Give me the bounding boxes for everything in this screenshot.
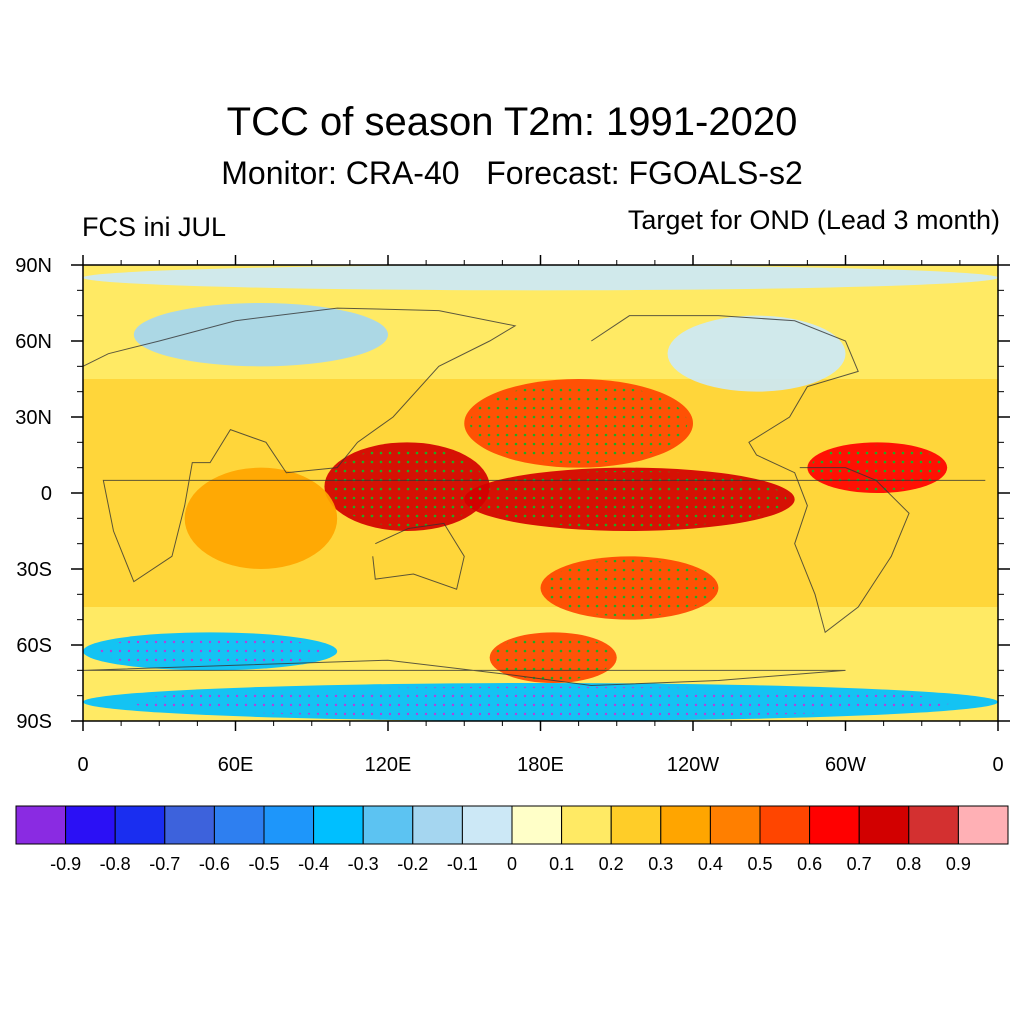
colorbar-swatch	[908, 805, 959, 845]
x-tick-label: 0	[77, 754, 88, 776]
colorbar-swatch	[213, 805, 265, 845]
coastline	[83, 307, 986, 583]
colorbar-swatch	[412, 805, 463, 845]
colorbar-label: 0.6	[797, 854, 822, 874]
y-tick-label: 30N	[15, 407, 52, 429]
coastline	[372, 522, 465, 590]
significance-dots	[544, 559, 714, 617]
colorbar-label: 0.8	[896, 854, 921, 874]
colorbar-label: 0.9	[946, 854, 971, 874]
chart-subtitle: Monitor: CRA-40 Forecast: FGOALS-s2	[221, 155, 803, 191]
map-plot-area	[83, 265, 998, 721]
significance-dots	[472, 470, 787, 528]
significance-dots-negative	[128, 686, 953, 718]
y-tick-label: 90S	[16, 711, 52, 733]
colorbar-label: -0.5	[248, 854, 279, 874]
colorbar-swatch	[858, 805, 910, 845]
colorbar-label: -0.9	[50, 854, 81, 874]
significance-dots	[810, 444, 944, 491]
region-indian-ocean	[184, 467, 338, 569]
colorbar-label: 0.2	[599, 854, 624, 874]
significance-dots	[492, 634, 614, 681]
x-tick-label: 0	[992, 754, 1003, 776]
colorbar-swatch	[957, 805, 1009, 845]
colorbar-label: -0.2	[397, 854, 428, 874]
y-tick-label: 0	[41, 483, 52, 505]
colorbar-swatch	[362, 805, 414, 845]
colorbar-swatch	[263, 805, 315, 845]
coastline	[83, 659, 846, 687]
chart-title: TCC of season T2m: 1991-2020	[226, 100, 798, 144]
colorbar-swatch	[660, 805, 711, 845]
colorbar-swatch	[15, 805, 67, 845]
colorbar-label: -0.1	[447, 854, 478, 874]
colorbar-label: -0.3	[348, 854, 379, 874]
region-north-america	[667, 315, 846, 392]
colorbar-swatch	[809, 805, 860, 845]
y-tick-label: 60N	[15, 331, 52, 353]
target-label: Target for OND (Lead 3 month)	[627, 205, 1000, 235]
colorbar-label: 0.1	[549, 854, 574, 874]
colorbar-swatch	[511, 805, 563, 845]
colorbar-label: 0.3	[648, 854, 673, 874]
x-tick-label: 60E	[218, 754, 254, 776]
region-northern-eurasia	[133, 303, 388, 367]
significance-dots	[328, 446, 486, 527]
coastline	[591, 315, 910, 634]
colorbar-swatch	[709, 805, 761, 845]
colorbar-swatch	[461, 805, 513, 845]
colorbar-label: -0.7	[149, 854, 180, 874]
colorbar-swatch	[759, 805, 811, 845]
colorbar-swatch	[164, 805, 215, 845]
x-tick-label: 120W	[667, 754, 719, 776]
x-tick-label: 180E	[517, 754, 564, 776]
colorbar-swatch	[561, 805, 612, 845]
colorbar-label: -0.6	[199, 854, 230, 874]
colorbar-label: 0.4	[698, 854, 723, 874]
region-arctic	[83, 265, 998, 291]
colorbar: -0.9 -0.8 -0.7 -0.6 -0.5 -0.4 -0.3 -0.2 -0.1 0 0.1…	[15, 805, 1009, 874]
x-tick-label: 120E	[365, 754, 412, 776]
axis-ticks: 0 60E 120E 180E 120W 60W 0 90N 60N 30N 0 30S 60S 90S	[15, 255, 1010, 776]
colorbar-swatch	[65, 805, 116, 845]
colorbar-label: 0	[507, 854, 517, 874]
y-tick-label: 90N	[15, 255, 52, 277]
colorbar-swatch	[114, 805, 166, 845]
colorbar-swatch	[313, 805, 364, 845]
significance-dots	[469, 383, 688, 464]
colorbar-swatch	[610, 805, 662, 845]
colorbar-label: 0.7	[847, 854, 872, 874]
colorbar-label: 0.5	[747, 854, 772, 874]
y-tick-label: 30S	[16, 559, 52, 581]
colorbar-label: -0.8	[100, 854, 131, 874]
x-tick-label: 60W	[825, 754, 866, 776]
significance-dots-negative	[95, 636, 325, 667]
colorbar-label: -0.4	[298, 854, 329, 874]
y-tick-label: 60S	[16, 635, 52, 657]
init-label: FCS ini JUL	[82, 212, 227, 242]
